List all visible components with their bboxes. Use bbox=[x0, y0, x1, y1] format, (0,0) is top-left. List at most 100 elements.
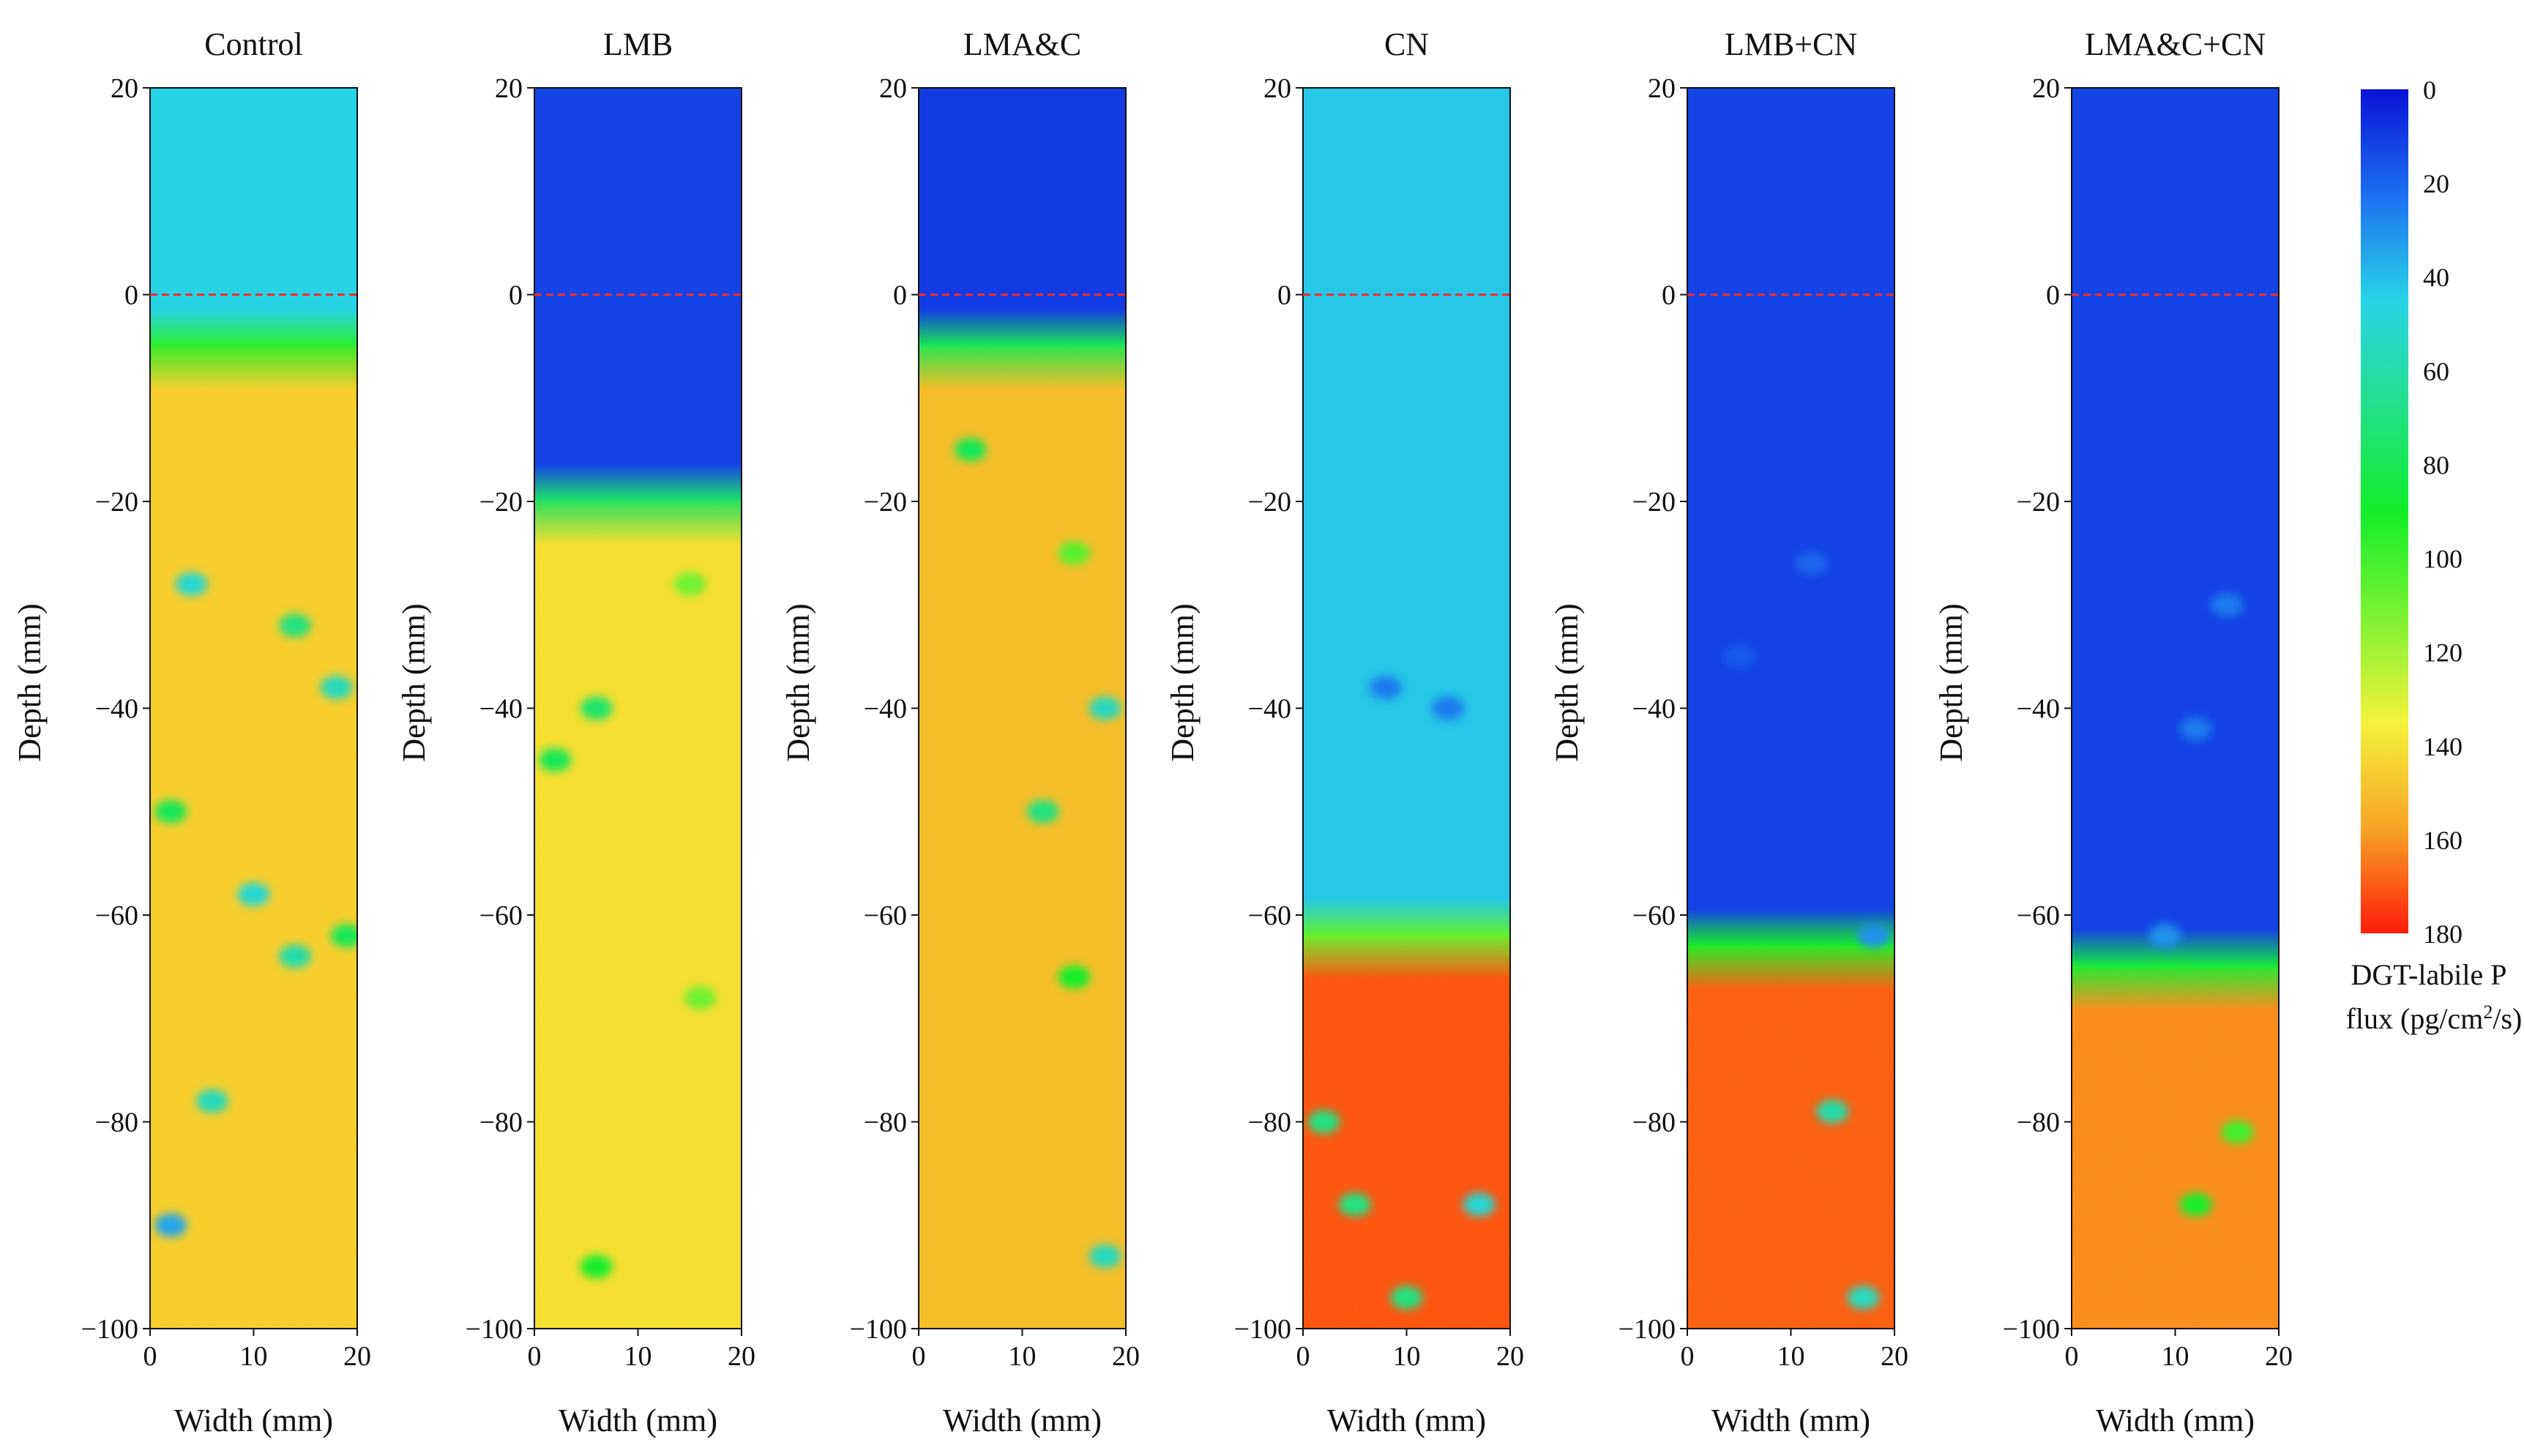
flux-patch bbox=[2179, 717, 2212, 741]
y-tick-label: −40 bbox=[1632, 694, 1676, 725]
x-tick-label: 20 bbox=[1881, 1341, 1908, 1372]
y-tick-label: −40 bbox=[2017, 694, 2060, 725]
y-tick-label: −40 bbox=[95, 694, 138, 725]
x-tick-label: 20 bbox=[1112, 1341, 1140, 1372]
y-axis-label: Depth (mm) bbox=[1933, 603, 1969, 761]
flux-patch bbox=[673, 572, 706, 596]
y-tick-label: −80 bbox=[1248, 1108, 1291, 1138]
colorbar-tick-label: 40 bbox=[2423, 263, 2449, 292]
x-tick-label: 10 bbox=[1777, 1341, 1805, 1372]
x-tick-label: 20 bbox=[343, 1341, 371, 1372]
flux-patch bbox=[154, 799, 187, 824]
y-tick-label: −100 bbox=[2003, 1314, 2060, 1345]
x-tick-label: 10 bbox=[1393, 1341, 1421, 1372]
y-tick-label: −60 bbox=[1632, 900, 1676, 931]
flux-patch bbox=[2179, 1192, 2212, 1217]
y-tick-label: −60 bbox=[479, 900, 523, 931]
flux-patch bbox=[1432, 696, 1465, 720]
y-tick-label: 20 bbox=[1648, 73, 1676, 104]
panel-title: LMB bbox=[603, 26, 673, 62]
y-tick-label: 0 bbox=[1662, 280, 1676, 311]
y-tick-label: 0 bbox=[124, 280, 138, 311]
x-axis-label: Width (mm) bbox=[1711, 1403, 1870, 1438]
y-tick-label: −20 bbox=[2017, 487, 2060, 518]
panel-image bbox=[2072, 88, 2279, 1329]
flux-patch bbox=[539, 748, 572, 772]
y-tick-label: −80 bbox=[864, 1108, 907, 1138]
x-axis-label: Width (mm) bbox=[174, 1403, 333, 1438]
x-axis-label: Width (mm) bbox=[559, 1403, 717, 1438]
flux-patch bbox=[330, 924, 357, 948]
y-tick-label: −100 bbox=[466, 1314, 523, 1345]
y-axis-label: Depth (mm) bbox=[1549, 603, 1585, 761]
y-tick-label: −100 bbox=[81, 1314, 138, 1345]
x-axis-label: Width (mm) bbox=[2096, 1403, 2255, 1438]
flux-patch bbox=[1722, 644, 1755, 668]
flux-patch bbox=[1307, 1110, 1340, 1134]
colorbar-ticks: 0 20 40 60 80 100 120 140 160 180 bbox=[2423, 75, 2463, 949]
y-tick-label: −80 bbox=[479, 1108, 523, 1138]
speckle-texture bbox=[150, 346, 357, 1329]
x-tick-label: 10 bbox=[624, 1341, 652, 1372]
y-tick-label: −100 bbox=[1618, 1314, 1676, 1345]
flux-patch bbox=[1089, 1244, 1121, 1269]
flux-patch bbox=[2221, 1120, 2254, 1144]
x-tick-label: 0 bbox=[143, 1341, 157, 1372]
y-tick-label: −60 bbox=[864, 900, 907, 931]
colorbar-tick-label: 100 bbox=[2423, 545, 2463, 574]
speckle-texture bbox=[2072, 966, 2279, 1329]
y-tick-label: −20 bbox=[1248, 487, 1291, 518]
flux-patch bbox=[1816, 1100, 1849, 1124]
y-tick-label: −40 bbox=[864, 694, 907, 725]
y-tick-label: −40 bbox=[479, 694, 523, 725]
x-tick-label: 0 bbox=[1296, 1341, 1310, 1372]
x-tick-label: 20 bbox=[1496, 1341, 1524, 1372]
colorbar-tick-label: 60 bbox=[2423, 356, 2449, 386]
speckle-texture bbox=[1687, 946, 1894, 1329]
y-tick-label: −40 bbox=[1248, 694, 1291, 725]
panel-title: CN bbox=[1384, 26, 1429, 62]
flux-patch bbox=[175, 572, 208, 596]
colorbar-label-suffix: /s) bbox=[2493, 1002, 2522, 1035]
y-tick-label: 20 bbox=[1263, 73, 1291, 104]
panel-image bbox=[150, 88, 357, 1329]
x-tick-label: 0 bbox=[912, 1341, 926, 1372]
flux-patch bbox=[1463, 1192, 1496, 1217]
y-tick-label: −80 bbox=[1632, 1108, 1676, 1138]
colorbar-tick-label: 160 bbox=[2423, 826, 2463, 855]
x-tick-label: 0 bbox=[2065, 1341, 2079, 1372]
y-axis-label: Depth (mm) bbox=[396, 603, 432, 761]
colorbar: 0 20 40 60 80 100 120 140 160 180 DGT-labile P fl… bbox=[2346, 75, 2523, 1035]
y-tick-label: −80 bbox=[2017, 1108, 2060, 1138]
flux-patch bbox=[1026, 799, 1059, 824]
x-tick-label: 10 bbox=[2162, 1341, 2189, 1372]
speckle-texture bbox=[919, 346, 1126, 1329]
y-tick-label: −60 bbox=[95, 900, 138, 931]
y-tick-label: 0 bbox=[893, 280, 907, 311]
y-axis-label: Depth (mm) bbox=[12, 603, 48, 761]
y-tick-label: −100 bbox=[1234, 1314, 1291, 1345]
y-tick-label: −20 bbox=[95, 487, 138, 518]
colorbar-tick-label: 120 bbox=[2423, 638, 2463, 668]
y-tick-label: −100 bbox=[850, 1314, 907, 1345]
flux-patch bbox=[195, 1089, 228, 1113]
flux-patch bbox=[1795, 551, 1828, 575]
colorbar-tick-label: 140 bbox=[2423, 732, 2463, 761]
x-tick-label: 10 bbox=[1009, 1341, 1037, 1372]
x-tick-label: 0 bbox=[1681, 1341, 1695, 1372]
colorbar-label-prefix: flux (pg/cm bbox=[2346, 1002, 2484, 1035]
panel-image bbox=[919, 88, 1126, 1329]
flux-patch bbox=[1370, 676, 1403, 700]
colorbar-gradient bbox=[2361, 89, 2408, 933]
y-tick-label: −80 bbox=[95, 1108, 138, 1138]
flux-patch bbox=[1857, 924, 1890, 948]
colorbar-tick-label: 0 bbox=[2423, 75, 2436, 105]
colorbar-tick-label: 20 bbox=[2423, 169, 2449, 198]
panel-title: LMA&C+CN bbox=[2085, 26, 2266, 62]
y-tick-label: 0 bbox=[509, 280, 523, 311]
